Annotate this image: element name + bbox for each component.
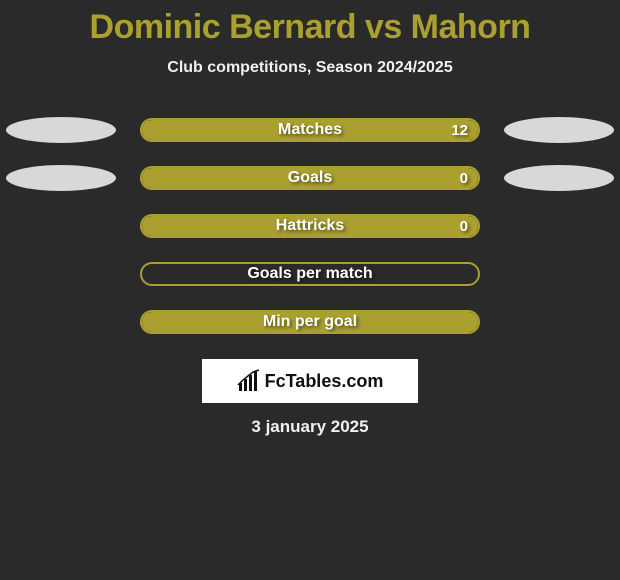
stat-value: 12 — [451, 122, 468, 139]
stat-bar: Matches 12 — [140, 118, 480, 142]
stat-bar: Min per goal — [140, 310, 480, 334]
logo-text: FcTables.com — [265, 371, 384, 392]
stat-label: Matches — [278, 121, 342, 139]
stat-value: 0 — [460, 218, 468, 235]
chart-icon — [237, 369, 261, 393]
player-right-ellipse — [504, 117, 614, 143]
player-left-ellipse — [6, 165, 116, 191]
player-left-ellipse — [6, 117, 116, 143]
stat-value: 0 — [460, 170, 468, 187]
stat-bar: Hattricks 0 — [140, 214, 480, 238]
date-text: 3 january 2025 — [0, 417, 620, 437]
stat-row: Matches 12 — [0, 117, 620, 143]
comparison-card: Dominic Bernard vs Mahorn Club competiti… — [0, 0, 620, 437]
stat-row: Min per goal — [0, 309, 620, 335]
stat-bar: Goals 0 — [140, 166, 480, 190]
stat-label: Goals per match — [247, 265, 372, 283]
page-subtitle: Club competitions, Season 2024/2025 — [0, 59, 620, 77]
stat-row: Hattricks 0 — [0, 213, 620, 239]
stat-row: Goals per match — [0, 261, 620, 287]
stat-rows: Matches 12 Goals 0 Hattricks 0 Goals per match… — [0, 117, 620, 335]
stat-label: Goals — [288, 169, 332, 187]
stat-bar: Goals per match — [140, 262, 480, 286]
page-title: Dominic Bernard vs Mahorn — [0, 8, 620, 47]
stat-label: Min per goal — [263, 313, 357, 331]
stat-row: Goals 0 — [0, 165, 620, 191]
player-right-ellipse — [504, 165, 614, 191]
logo-box: FcTables.com — [202, 359, 418, 403]
stat-label: Hattricks — [276, 217, 344, 235]
